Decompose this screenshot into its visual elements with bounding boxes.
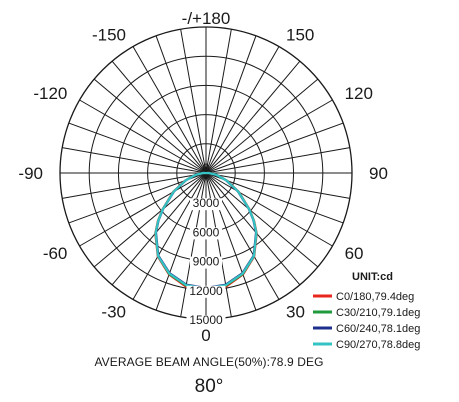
ring-label-bg	[190, 227, 222, 240]
grid-spoke	[111, 60, 207, 174]
grid-spoke	[93, 78, 207, 174]
grid-spoke	[132, 46, 207, 174]
legend-entry: C60/240,78.1deg	[336, 323, 420, 335]
angle-tick-label: -120	[33, 84, 67, 103]
angle-tick-label: 0	[201, 326, 210, 345]
angle-tick-label: 120	[345, 84, 373, 103]
grid-spoke	[205, 46, 280, 174]
grid-spoke	[205, 35, 257, 174]
grid-spoke	[62, 172, 207, 199]
angle-tick-label: 90	[369, 164, 388, 183]
angle-tick-label: 150	[286, 25, 314, 44]
grid-spoke	[205, 172, 301, 286]
grid-spoke	[205, 172, 232, 317]
angle-tick-label: 30	[286, 303, 305, 322]
legend-entry: C0/180,79.4deg	[336, 291, 414, 303]
grid-spoke	[205, 172, 350, 199]
legend-entry: C90/270,78.8deg	[336, 339, 420, 351]
angle-tick-label: -30	[101, 303, 126, 322]
grid-spoke	[180, 29, 207, 174]
ring-value-label: 6000	[193, 225, 220, 239]
beam-angle-value: 80°	[194, 376, 224, 397]
grid-spoke	[132, 172, 207, 300]
grid-spoke	[79, 172, 207, 247]
ring-value-label: 3000	[193, 196, 220, 210]
grid-spoke	[205, 78, 319, 174]
grid-spoke	[180, 172, 207, 317]
ring-label-bg	[190, 256, 222, 269]
grid-spoke	[205, 172, 319, 268]
series-curve	[154, 171, 258, 290]
grid-spoke	[111, 172, 207, 286]
angle-tick-label: -/+180	[182, 9, 231, 28]
beam-angle-caption: AVERAGE BEAM ANGLE(50%):78.9 DEG	[94, 355, 324, 369]
legend-entry: C30/210,79.1deg	[336, 307, 420, 319]
angle-tick-label: -150	[92, 25, 126, 44]
grid-spoke	[68, 122, 207, 174]
grid-spoke	[79, 99, 207, 174]
ring-value-label: 15000	[189, 313, 223, 327]
grid-spoke	[205, 122, 344, 174]
angle-tick-label: -60	[43, 244, 68, 263]
intensity-curves	[154, 171, 258, 291]
grid-spoke	[205, 147, 350, 174]
ring-labels: 0 3000 6000 9000 12000 15000	[186, 161, 226, 327]
legend: UNIT:cd C0/180,79.4deg C30/210,79.1deg C60…	[313, 271, 420, 351]
ring-value-label: 0	[203, 161, 210, 175]
ring-label-bg	[186, 285, 226, 298]
ring-value-label: 9000	[193, 255, 220, 269]
angle-tick-label: -90	[18, 164, 43, 183]
grid-spoke	[93, 172, 207, 268]
grid-spoke	[205, 60, 301, 174]
ring-value-label: 12000	[189, 284, 223, 298]
grid-spoke	[205, 29, 232, 174]
angle-labels: -/+180 150 120 90 60 30 0 -30 -60 -90 -120 -150	[18, 9, 388, 345]
ring-label-bg	[186, 315, 226, 327]
grid-spoke	[205, 99, 333, 174]
grid-spoke	[155, 35, 207, 174]
grid-spoke	[205, 172, 257, 311]
unit-label: UNIT:cd	[352, 271, 393, 283]
angle-tick-label: 60	[345, 244, 364, 263]
grid-spoke	[205, 172, 280, 300]
ring-label-bg	[190, 198, 222, 211]
grid-spoke	[155, 172, 207, 311]
grid-spoke	[205, 172, 333, 247]
grid-spoke	[62, 147, 207, 174]
